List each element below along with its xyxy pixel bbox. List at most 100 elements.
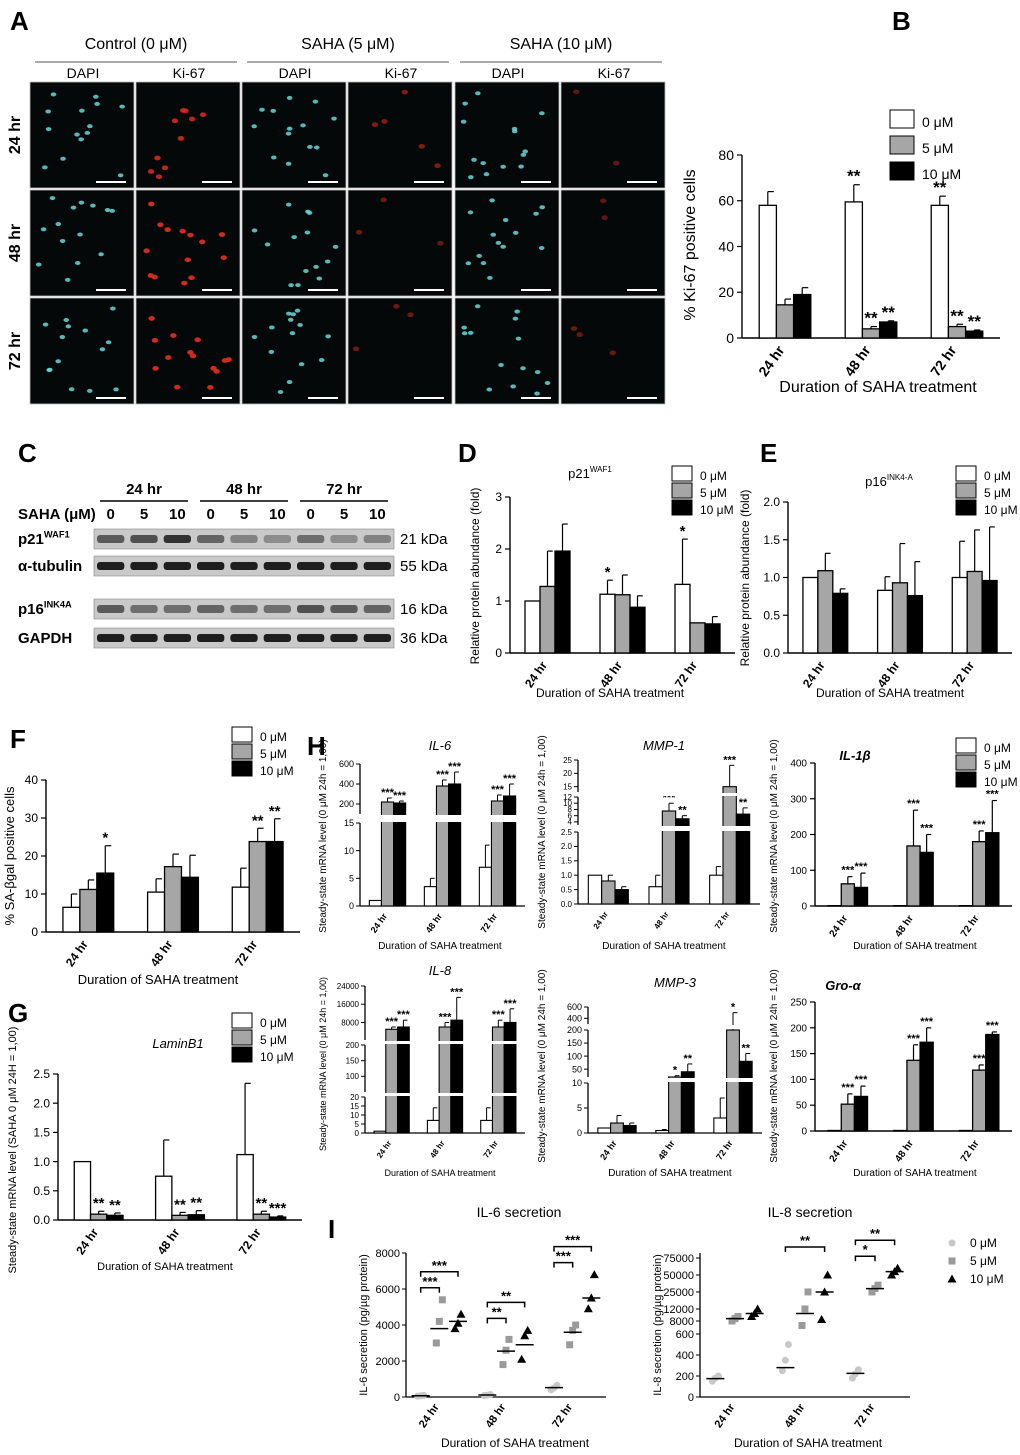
- y-tick-label: 75000: [663, 1253, 694, 1265]
- dapi-nucleus: [539, 111, 545, 116]
- bar: [373, 1130, 387, 1134]
- data-point-10uM: [753, 1304, 763, 1313]
- significance-mark: ***: [432, 1258, 448, 1273]
- bar: [187, 1214, 206, 1221]
- y-tick-label: 600: [567, 1002, 582, 1012]
- significance-mark: ***: [269, 1200, 287, 1217]
- y-tick-label: 0.0: [763, 646, 780, 660]
- data-point-10uM: [823, 1270, 833, 1279]
- blot-band: [97, 562, 125, 570]
- dapi-nucleus: [544, 380, 551, 385]
- legend-D-swatch-0: [671, 465, 693, 482]
- blot-band: [330, 535, 358, 543]
- panel-letter-C: C: [18, 438, 37, 468]
- y-tick-label: 0: [726, 330, 734, 346]
- bar: [435, 785, 450, 907]
- significance-mark: **: [678, 805, 687, 817]
- panel-letter-H: H: [307, 731, 326, 761]
- ki67-signal: [199, 112, 207, 118]
- dapi-nucleus: [78, 200, 85, 205]
- significance-mark: ***: [973, 1053, 987, 1065]
- y-tick-label: 10: [344, 846, 354, 856]
- dapi-nucleus: [303, 268, 309, 273]
- dapi-nucleus: [331, 116, 337, 121]
- dapi-nucleus: [307, 144, 313, 149]
- dapi-nucleus: [480, 261, 487, 266]
- dapi-nucleus: [316, 276, 323, 281]
- y-tick-label: 0: [577, 1128, 582, 1138]
- dapi-nucleus: [98, 252, 104, 257]
- y-tick-label: 200: [346, 1041, 360, 1050]
- data-point-0uM: [714, 1372, 722, 1380]
- blot-band: [97, 535, 125, 543]
- bar: [268, 1216, 287, 1221]
- significance-mark: ***: [381, 787, 395, 799]
- x-tick-label: 72 hr: [479, 911, 500, 935]
- ki67-signal: [380, 197, 387, 203]
- dapi-nucleus: [502, 218, 509, 223]
- y-tick-label: 400: [790, 759, 807, 770]
- micrograph-tile: [347, 81, 453, 189]
- blot-band: [197, 535, 225, 543]
- dapi-nucleus: [487, 275, 493, 280]
- significance-mark: ***: [855, 1074, 869, 1086]
- x-tick-label: 72 hr: [959, 1138, 982, 1164]
- significance-mark: **: [501, 1288, 512, 1303]
- group-title: Control (0 μM): [85, 36, 188, 53]
- dapi-nucleus: [55, 222, 62, 227]
- bar: [423, 886, 438, 907]
- data-point-10uM: [817, 1315, 827, 1323]
- dapi-nucleus: [93, 94, 99, 99]
- bar: [73, 1160, 92, 1221]
- bar: [840, 1103, 856, 1132]
- dapi-nucleus: [68, 387, 75, 392]
- y-tick-label: 100: [790, 1075, 807, 1086]
- x-tick-label: 24 hr: [375, 1139, 393, 1160]
- y-tick-label: 16000: [337, 1000, 360, 1009]
- panel-letter-A: A: [10, 6, 29, 36]
- dose-label: 5: [340, 506, 348, 523]
- y-tick-label: 600: [676, 1329, 694, 1341]
- dapi-nucleus: [35, 262, 42, 267]
- ki67-signal: [225, 357, 232, 363]
- data-point-5uM: [874, 1281, 882, 1289]
- blot-band: [163, 634, 191, 642]
- bar: [180, 876, 200, 933]
- y-tick-label: 400: [339, 779, 354, 789]
- bar: [96, 872, 115, 933]
- significance-mark: *: [605, 564, 611, 581]
- group-title: SAHA (10 μM): [510, 36, 613, 53]
- ki67-signal: [181, 280, 188, 286]
- blot-band: [163, 562, 191, 570]
- axis-break-gap: [366, 1041, 526, 1044]
- dapi-nucleus: [518, 164, 524, 169]
- ki67-signal: [434, 163, 441, 169]
- bar: [689, 622, 706, 654]
- saha-label: SAHA (μM): [18, 506, 96, 523]
- x-tick-label: 24 hr: [63, 937, 91, 969]
- significance-mark: *: [673, 1065, 678, 1077]
- y-tick-label: 200: [339, 799, 354, 809]
- bar: [480, 1119, 494, 1134]
- significance-mark: *: [731, 1002, 736, 1014]
- dapi-nucleus: [46, 367, 53, 372]
- dapi-nucleus: [287, 317, 294, 322]
- panel-letter-I: I: [328, 1214, 335, 1244]
- ki67-signal: [147, 169, 155, 174]
- ki67-signal: [155, 174, 163, 180]
- x-axis-label: Duration of SAHA treatment: [816, 686, 965, 700]
- dapi-nucleus: [119, 104, 125, 109]
- y-tick-label: 0.5: [33, 1184, 50, 1198]
- bar: [248, 840, 267, 933]
- dapi-nucleus: [498, 363, 504, 368]
- x-tick-label: 24 hr: [713, 1401, 738, 1430]
- data-point-10uM: [893, 1263, 903, 1272]
- significance-mark: ***: [855, 861, 869, 873]
- legend-H-swatch-0: [955, 737, 977, 754]
- bar: [447, 783, 462, 907]
- significance-mark: *: [102, 830, 108, 847]
- dapi-nucleus: [285, 202, 292, 207]
- channel-label: Ki-67: [173, 65, 206, 81]
